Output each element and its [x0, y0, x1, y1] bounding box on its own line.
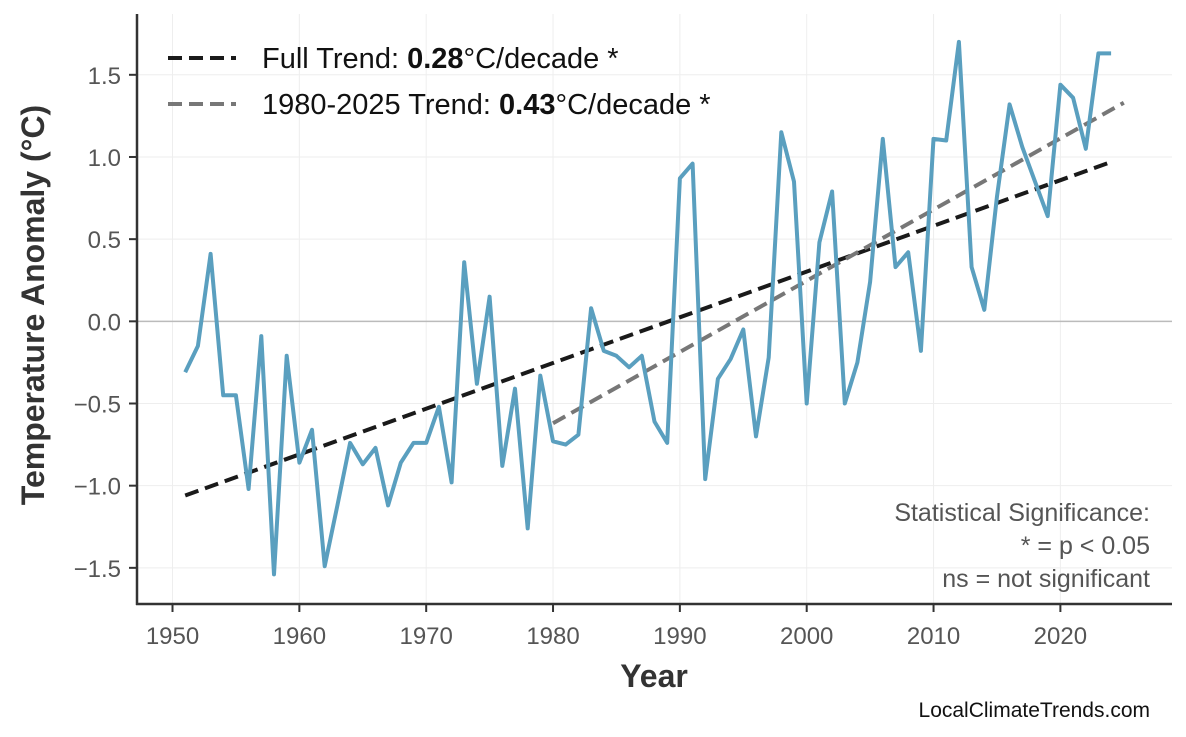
y-tick-label-3: 0.0 — [88, 309, 121, 336]
legend-recent-trend-suffix: °C/decade * — [555, 89, 710, 121]
temperature-anomaly-series-line — [183, 39, 1112, 577]
y-tick-label-2: −0.5 — [74, 391, 121, 418]
y-axis-ticks: −1.5 −1.0 −0.5 0.0 0.5 1.0 1.5 — [74, 63, 137, 583]
recent-trend-line — [552, 101, 1125, 425]
y-tick-label-6: 1.5 — [88, 63, 121, 90]
credit-text: LocalClimateTrends.com — [919, 699, 1150, 722]
x-tick-label-2000: 2000 — [780, 623, 833, 650]
significance-note-title: Statistical Significance: — [894, 499, 1150, 527]
legend-full-trend-prefix: Full Trend: — [262, 43, 407, 75]
y-tick-label-4: 0.5 — [88, 227, 121, 254]
y-axis-label: Temperature Anomaly (°C) — [15, 105, 51, 505]
legend-full-trend-rate: 0.28 — [407, 43, 463, 75]
x-tick-label-2010: 2010 — [907, 623, 960, 650]
full-trend-line — [184, 160, 1112, 498]
x-tick-label-1990: 1990 — [653, 623, 706, 650]
significance-note-ns: ns = not significant — [942, 565, 1150, 593]
legend-recent-trend-prefix: 1980-2025 Trend: — [262, 89, 499, 121]
legend-full-trend-label: Full Trend: 0.28°C/decade * — [262, 43, 619, 75]
x-axis-ticks: 1950 1960 1970 1980 1990 2000 2010 2020 — [146, 604, 1087, 650]
x-tick-label-1960: 1960 — [273, 623, 326, 650]
y-tick-label-1: −1.0 — [74, 474, 121, 501]
x-tick-label-1970: 1970 — [399, 623, 452, 650]
significance-note: Statistical Significance: * = p < 0.05 n… — [894, 499, 1150, 593]
x-axis-label: Year — [620, 658, 688, 694]
x-tick-label-1980: 1980 — [526, 623, 579, 650]
legend-full-trend-suffix: °C/decade * — [464, 43, 619, 75]
x-tick-label-1950: 1950 — [146, 623, 199, 650]
axes — [135, 14, 1172, 606]
trend-lines — [184, 101, 1125, 498]
legend-recent-trend-label: 1980-2025 Trend: 0.43°C/decade * — [262, 89, 711, 121]
y-tick-label-5: 1.0 — [88, 145, 121, 172]
significance-note-p-value: * = p < 0.05 — [1021, 532, 1150, 560]
legend-recent-trend-rate: 0.43 — [499, 89, 555, 121]
x-tick-label-2020: 2020 — [1034, 623, 1087, 650]
legend: Full Trend: 0.28°C/decade * 1980-2025 Tr… — [168, 43, 711, 121]
y-tick-label-0: −1.5 — [74, 556, 121, 583]
